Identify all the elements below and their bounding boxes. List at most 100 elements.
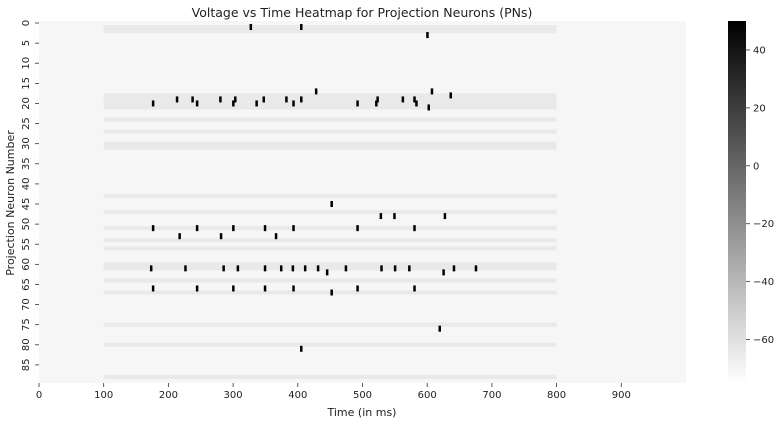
activity-row	[103, 101, 557, 106]
y-tick-label: 5	[21, 40, 32, 46]
activity-row	[103, 129, 557, 134]
x-tick-label: 500	[353, 390, 372, 401]
spike-mark	[263, 285, 267, 292]
spike-mark	[443, 213, 447, 220]
spike-mark	[330, 289, 333, 296]
spike-mark	[303, 265, 307, 272]
spike-mark	[408, 265, 411, 272]
spike-mark	[151, 225, 155, 232]
spike-mark	[413, 225, 416, 232]
colorbar-ticks: 40 20 0 −20 −40 −60	[746, 45, 774, 346]
activity-row	[103, 374, 557, 379]
activity-row	[103, 262, 557, 267]
spike-mark	[356, 100, 359, 107]
activity-row	[103, 29, 557, 34]
activity-row	[103, 105, 557, 110]
spike-mark	[449, 92, 452, 99]
spike-mark	[222, 265, 225, 272]
spike-mark	[151, 100, 155, 107]
spike-mark	[427, 104, 430, 111]
spike-mark	[285, 96, 288, 103]
activity-row	[103, 141, 557, 146]
spike-mark	[300, 96, 303, 103]
y-tick-label: 85	[21, 359, 32, 372]
activity-row	[103, 97, 557, 102]
spike-mark	[325, 269, 329, 276]
y-tick-label: 45	[21, 198, 32, 211]
spike-mark	[356, 285, 359, 292]
spike-mark	[232, 285, 235, 292]
spike-mark	[195, 100, 199, 107]
spike-mark	[413, 285, 416, 292]
spike-mark	[316, 265, 320, 272]
spike-mark	[442, 269, 445, 276]
spike-mark	[151, 285, 155, 292]
spike-mark	[249, 24, 253, 31]
spike-mark	[232, 100, 235, 107]
spike-mark	[474, 265, 478, 272]
spike-mark	[262, 96, 266, 103]
spike-mark	[314, 88, 318, 95]
x-tick-label: 800	[547, 390, 566, 401]
colorbar-tick-label: 20	[753, 103, 766, 114]
plot-background	[39, 21, 686, 383]
activity-row	[103, 246, 557, 251]
y-tick-label: 80	[21, 338, 32, 351]
y-axis-label: Projection Neuron Number	[4, 130, 17, 276]
spike-mark	[236, 265, 240, 272]
y-tick-label: 50	[21, 218, 32, 231]
spike-mark	[292, 285, 295, 292]
neuron-activity-rows	[103, 25, 557, 379]
activity-row	[103, 117, 557, 122]
y-axis-ticks: 0 5 10 15 20 25 30 35 40 45 50 55 60 65 70 75 80 85	[21, 20, 39, 371]
activity-row	[103, 226, 557, 231]
x-tick-label: 700	[482, 390, 501, 401]
spike-mark	[452, 265, 456, 272]
colorbar-tick-label: −60	[753, 335, 774, 346]
y-tick-label: 35	[21, 157, 32, 170]
y-tick-label: 40	[21, 178, 32, 191]
activity-row	[103, 210, 557, 215]
x-tick-label: 400	[288, 390, 307, 401]
colorbar-tick-label: 0	[753, 161, 759, 172]
y-tick-label: 30	[21, 137, 32, 150]
spike-mark	[356, 225, 359, 232]
spike-mark	[263, 225, 267, 232]
spike-mark	[292, 225, 295, 232]
spike-mark	[376, 96, 379, 103]
x-axis-label: Time (in ms)	[327, 406, 397, 419]
spike-mark	[344, 265, 348, 272]
y-tick-label: 65	[21, 278, 32, 291]
activity-row	[103, 290, 557, 295]
activity-row	[103, 193, 557, 198]
spike-mark	[274, 233, 278, 240]
spike-mark	[279, 265, 283, 272]
spike-mark	[195, 285, 199, 292]
spike-mark	[184, 265, 187, 272]
x-tick-label: 200	[159, 390, 178, 401]
y-tick-label: 25	[21, 117, 32, 130]
chart-title: Voltage vs Time Heatmap for Projection N…	[192, 5, 533, 20]
spike-mark	[178, 233, 181, 240]
colorbar-tick-label: −20	[753, 219, 774, 230]
activity-row	[103, 322, 557, 327]
colorbar	[728, 21, 746, 383]
y-tick-label: 10	[21, 57, 32, 70]
activity-row	[103, 266, 557, 271]
spike-mark	[413, 96, 416, 103]
spike-mark	[292, 100, 295, 107]
spike-mark	[426, 32, 429, 39]
y-tick-label: 20	[21, 97, 32, 110]
activity-row	[103, 238, 557, 243]
spike-mark	[300, 345, 303, 352]
spike-mark	[219, 96, 222, 103]
y-tick-label: 15	[21, 77, 32, 90]
spike-mark	[401, 96, 405, 103]
x-tick-label: 600	[418, 390, 437, 401]
activity-row	[103, 145, 557, 150]
spike-mark	[393, 213, 396, 220]
activity-row	[103, 342, 557, 347]
x-tick-label: 0	[36, 390, 42, 401]
spike-mark	[375, 100, 378, 107]
spike-mark	[438, 325, 441, 332]
